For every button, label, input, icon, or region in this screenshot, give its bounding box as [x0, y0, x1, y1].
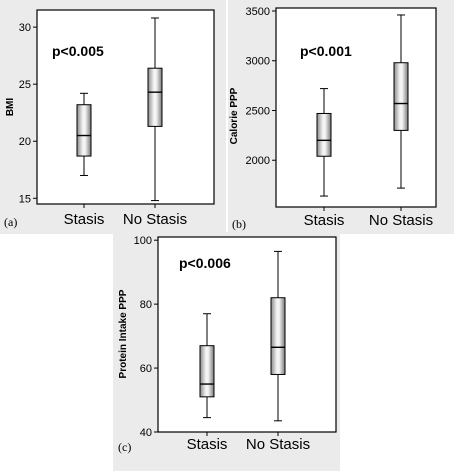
category-label: No Stasis [246, 436, 310, 453]
box-stasis [316, 88, 332, 197]
box-no-stasis [270, 250, 286, 422]
category-label: Stasis [187, 436, 228, 453]
interquartile-box [147, 67, 163, 127]
p-value-annotation: p<0.006 [179, 255, 231, 271]
y-axis-label: BMI [5, 98, 16, 117]
panel-letter: (c) [118, 440, 131, 454]
p-value-annotation: p<0.005 [52, 43, 104, 59]
y-tick-label: 2000 [246, 155, 270, 167]
panel-c-plot-frame [157, 236, 337, 433]
interquartile-box [316, 112, 332, 157]
box-stasis [76, 92, 92, 176]
y-tick-label: 30 [19, 22, 31, 34]
interquartile-box [270, 297, 286, 375]
y-tick-label: 80 [140, 299, 152, 311]
y-tick-label: 15 [19, 193, 31, 205]
p-value-annotation: p<0.001 [300, 43, 352, 59]
box-stasis [199, 313, 215, 419]
interquartile-box [393, 62, 409, 131]
y-tick-label: 60 [140, 363, 152, 375]
y-tick-label: 3000 [246, 56, 270, 68]
box-no-stasis [393, 14, 409, 189]
category-label: No Stasis [123, 211, 187, 228]
panel-c: 40 60 80 100 Protein Intake PPP p<0.006 (c) Sta… [113, 232, 340, 471]
y-axis-label: Protein Intake PPP [118, 289, 129, 378]
category-label: Stasis [304, 212, 345, 229]
panel-letter: (a) [4, 215, 17, 229]
y-tick-label: 2500 [246, 105, 270, 117]
panel-b-plot-frame [275, 7, 437, 208]
category-label: Stasis [64, 211, 105, 228]
panel-letter: (b) [232, 217, 246, 231]
interquartile-box [76, 104, 92, 157]
interquartile-box [199, 345, 215, 398]
y-tick-label: 100 [134, 235, 152, 247]
category-label: No Stasis [369, 212, 433, 229]
panel-a-plot-frame [36, 9, 215, 205]
box-no-stasis [147, 17, 163, 202]
panel-a: 15 20 25 30 BMI p<0.005 (a) Stasis No Stasis [0, 0, 226, 234]
y-tick-label: 25 [19, 79, 31, 91]
y-tick-label: 40 [140, 427, 152, 439]
y-tick-label: 20 [19, 136, 31, 148]
y-axis-label: Calorie PPP [229, 87, 240, 144]
panel-b: 2000 2500 3000 3500 Calorie PPP p<0.001 (b) Sta… [228, 0, 454, 234]
y-tick-label: 3500 [246, 6, 270, 18]
